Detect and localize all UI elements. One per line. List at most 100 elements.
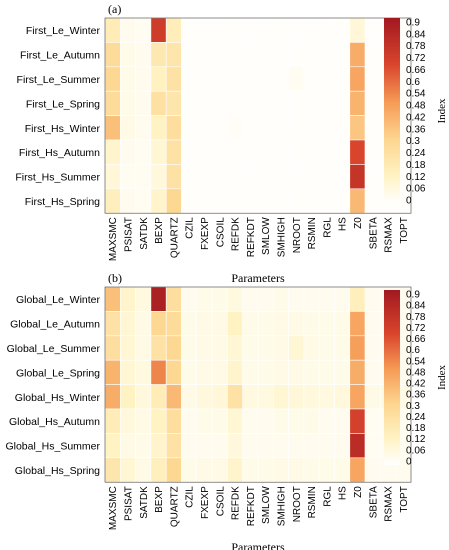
heatmap-cell — [272, 188, 289, 214]
heatmap-cell — [288, 139, 305, 165]
heatmap-cell — [272, 457, 289, 483]
heatmap-cell — [364, 359, 381, 385]
heatmap-cell — [150, 90, 167, 116]
heatmap-cell — [242, 286, 259, 312]
heatmap-cell — [349, 115, 366, 141]
heatmap-cell — [104, 188, 121, 214]
heatmap-cell — [303, 66, 320, 92]
colorbar-tick-label: 0.12 — [406, 172, 426, 183]
heatmap-cell — [242, 457, 259, 483]
heatmap-cell — [211, 286, 228, 312]
heatmap-cell — [181, 457, 198, 483]
heatmap-cell — [135, 164, 152, 190]
heatmap-cell — [318, 66, 335, 92]
heatmap-cell — [349, 433, 366, 459]
heatmap-cell — [150, 457, 167, 483]
y-tick-label: First_Le_Autumn — [20, 50, 100, 62]
colorbar-label: Index — [436, 364, 448, 390]
heatmap-cell — [104, 42, 121, 68]
heatmap-cell — [242, 188, 259, 214]
heatmap-cell — [120, 457, 136, 483]
heatmap-cell — [135, 286, 152, 312]
heatmap-cell — [303, 115, 320, 141]
x-tick-label: QUARTZ — [169, 217, 180, 258]
heatmap-cell — [364, 90, 381, 116]
heatmap-cell — [227, 164, 243, 190]
heatmap-cell — [104, 139, 121, 165]
x-tick-label: SBETA — [368, 486, 379, 518]
x-tick-label: RGL — [322, 486, 333, 507]
heatmap-cell — [135, 90, 152, 116]
heatmap-cell — [104, 90, 121, 116]
heatmap-cell — [288, 90, 305, 116]
x-tick-label: RSMIN — [307, 486, 318, 518]
heatmap-cell — [165, 384, 182, 410]
heatmap-cell — [288, 359, 305, 385]
y-tick-label: Global_Le_Autumn — [10, 319, 100, 331]
heatmap-cell — [349, 311, 366, 337]
heatmap-cell — [288, 433, 305, 459]
heatmap-cell — [349, 384, 366, 410]
heatmap-cell — [288, 42, 305, 68]
heatmap-cell — [227, 286, 243, 312]
heatmap-cell — [196, 433, 213, 459]
heatmap-cell — [364, 311, 381, 337]
x-tick-label: Z0 — [353, 486, 364, 498]
heatmap-cell — [242, 90, 259, 116]
x-tick-label: NROOT — [292, 486, 303, 522]
heatmap-cell — [318, 188, 335, 214]
heatmap-cell — [181, 286, 198, 312]
x-tick-label: Z0 — [353, 217, 364, 229]
colorbar-tick-label: 0.78 — [406, 41, 426, 52]
x-tick-label: PSISAT — [123, 486, 134, 521]
heatmap-cell — [181, 115, 198, 141]
heatmap-cell — [318, 90, 335, 116]
heatmap-cell — [104, 433, 121, 459]
heatmap-cell — [181, 359, 198, 385]
heatmap-cell — [288, 457, 305, 483]
heatmap-cell — [135, 115, 152, 141]
heatmap-cell — [227, 139, 243, 165]
colorbar-tick-label: 0 — [406, 457, 412, 468]
heatmap-cell — [165, 359, 182, 385]
x-tick-label: CSOIL — [215, 217, 226, 247]
x-tick-label: BEXP — [154, 217, 165, 244]
heatmap-cell — [120, 164, 136, 190]
heatmap-cell — [211, 90, 228, 116]
heatmap-cell — [334, 311, 351, 337]
plot-frame — [104, 286, 412, 483]
heatmap-cell — [227, 115, 243, 141]
colorbar-tick-label: 0.54 — [406, 89, 426, 100]
heatmap-cell — [349, 359, 366, 385]
colorbar-tick-label: 0.66 — [406, 65, 426, 76]
heatmap-cell — [227, 188, 243, 214]
colorbar-tick-label: 0.84 — [406, 301, 426, 312]
heatmap-cell — [211, 384, 228, 410]
heatmap-cell — [181, 433, 198, 459]
heatmap-cell — [181, 384, 198, 410]
heatmap-cell — [227, 17, 243, 43]
heatmap-cell — [349, 42, 366, 68]
heatmap-cell — [349, 164, 366, 190]
colorbar-tick-label: 0.48 — [406, 367, 426, 378]
heatmap-cell — [257, 115, 274, 141]
heatmap-cell — [318, 335, 335, 361]
heatmap-cell — [196, 17, 213, 43]
heatmap-cell — [181, 139, 198, 165]
y-tick-label: Global_Le_Summer — [7, 343, 101, 355]
y-tick-label: Global_Hs_Winter — [15, 392, 101, 404]
heatmap-cell — [318, 384, 335, 410]
heatmap-cell — [288, 66, 305, 92]
heatmap-cell — [364, 139, 381, 165]
heatmap-cell — [104, 408, 121, 434]
heatmap-cell — [104, 335, 121, 361]
heatmap-cell — [120, 66, 136, 92]
heatmap-cell — [165, 286, 182, 312]
heatmap-cell — [242, 359, 259, 385]
heatmap-cell — [349, 286, 366, 312]
heatmap-cell — [334, 384, 351, 410]
heatmap-cell — [334, 359, 351, 385]
x-tick-label: RSMAX — [384, 217, 395, 253]
colorbar-tick-label: 0.42 — [406, 112, 426, 123]
heatmap-cell — [196, 115, 213, 141]
